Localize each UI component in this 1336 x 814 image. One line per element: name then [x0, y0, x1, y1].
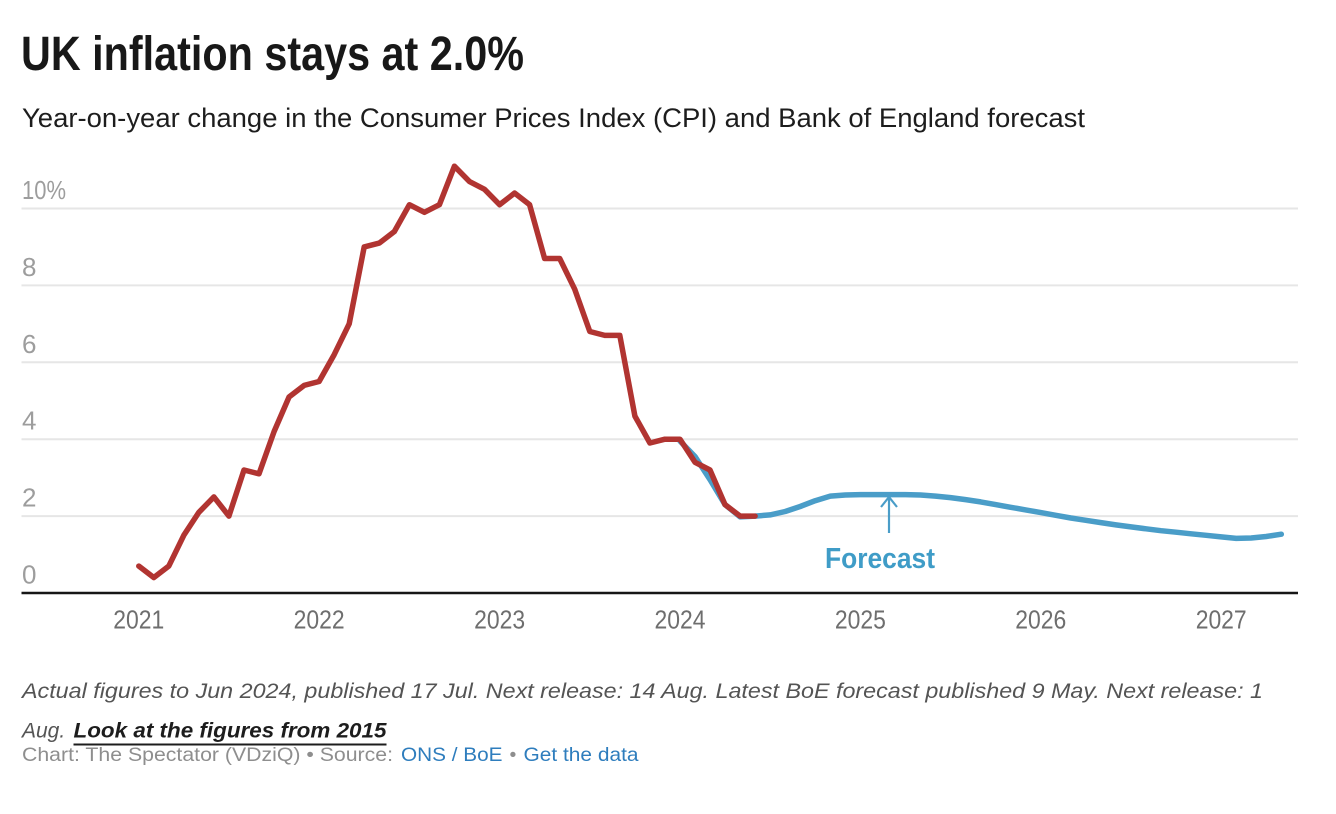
- svg-text:2023: 2023: [474, 605, 525, 635]
- svg-text:Forecast: Forecast: [825, 543, 935, 575]
- svg-text:6: 6: [22, 329, 36, 359]
- svg-text:Look at the figures from 2015: Look at the figures from 2015: [74, 720, 387, 743]
- svg-text:4: 4: [22, 406, 36, 436]
- svg-text:UK inflation stays at 2.0%: UK inflation stays at 2.0%: [21, 28, 524, 81]
- svg-text:2021: 2021: [113, 605, 164, 635]
- svg-text:10%: 10%: [22, 175, 66, 205]
- svg-text:2022: 2022: [294, 605, 345, 635]
- svg-text:Actual figures to Jun 2024, pu: Actual figures to Jun 2024, published 17…: [20, 680, 1263, 703]
- svg-text:Aug.: Aug.: [20, 720, 65, 743]
- svg-text:2027: 2027: [1196, 605, 1247, 635]
- svg-text:2026: 2026: [1015, 605, 1066, 635]
- svg-text:2024: 2024: [655, 605, 706, 635]
- svg-text:2: 2: [22, 483, 36, 513]
- svg-text:2025: 2025: [835, 605, 886, 635]
- svg-text:Year-on-year change in the Con: Year-on-year change in the Consumer Pric…: [22, 103, 1086, 133]
- svg-text:Get the data: Get the data: [524, 744, 639, 766]
- svg-text:8: 8: [22, 252, 36, 282]
- svg-text:ONS / BoE: ONS / BoE: [401, 744, 503, 766]
- svg-text:•: •: [510, 744, 517, 766]
- svg-text:Chart: The Spectator (VDziQ) •: Chart: The Spectator (VDziQ) • Source:: [22, 744, 393, 766]
- svg-text:0: 0: [22, 560, 36, 590]
